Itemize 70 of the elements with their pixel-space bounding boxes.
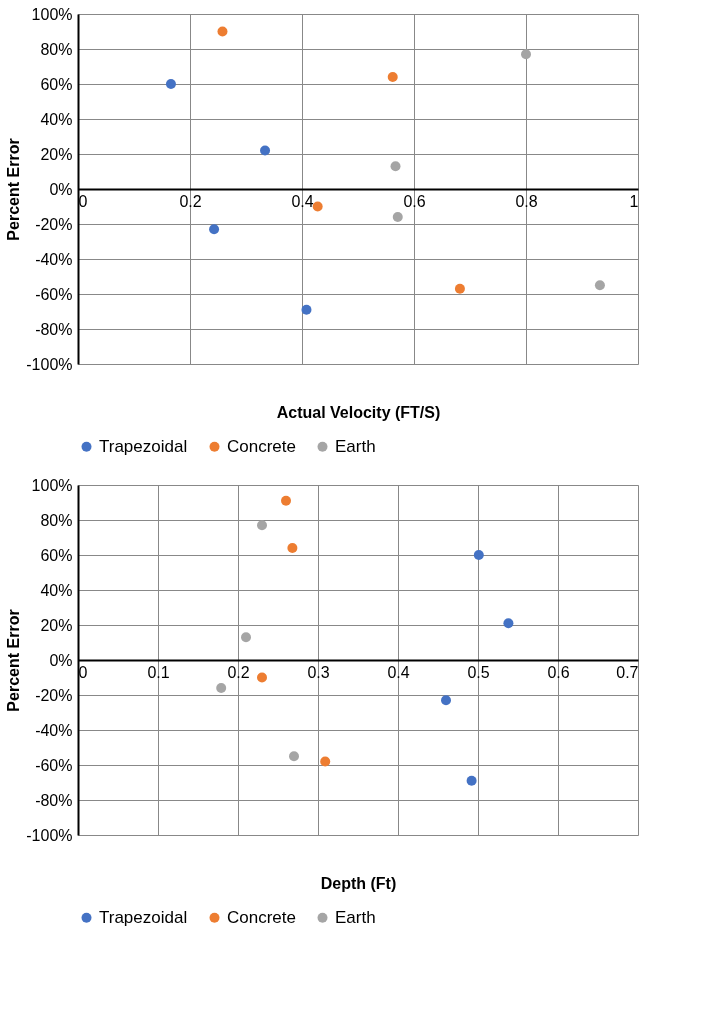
legend-label: Trapezoidal: [99, 436, 188, 456]
y-tick-label: -20%: [35, 215, 73, 233]
y-tick-label: 0%: [49, 651, 73, 669]
x-tick-label: 0.2: [179, 192, 202, 210]
point: [312, 201, 323, 212]
point: [390, 161, 401, 172]
x-tick-label: 1: [629, 192, 639, 210]
y-tick-label: 60%: [40, 546, 73, 564]
point: [521, 49, 531, 60]
x-tick-label: 0.6: [403, 192, 426, 210]
x-tick-label: 0.8: [515, 192, 538, 210]
point: [473, 550, 484, 560]
point: [594, 280, 605, 291]
point: [466, 775, 477, 786]
point: [281, 495, 291, 506]
point: [441, 695, 451, 706]
y-tick-label: 80%: [40, 40, 73, 58]
legend-label: Earth: [335, 907, 376, 927]
x-tick-label: 0: [78, 663, 88, 681]
point: [165, 79, 176, 89]
point: [209, 224, 220, 235]
point: [257, 672, 267, 683]
y-tick-label: -80%: [35, 320, 73, 338]
y-tick-label: -40%: [35, 721, 73, 739]
x-tick-label: 0: [78, 192, 88, 210]
point: [257, 520, 267, 531]
point: [289, 751, 299, 762]
y-tick-label: -60%: [35, 756, 73, 774]
y-tick-label: 40%: [40, 110, 73, 128]
y-tick-label: 0%: [49, 180, 73, 198]
y-tick-label: -100%: [26, 355, 73, 373]
y-tick-label: -20%: [35, 686, 73, 704]
point: [387, 72, 398, 82]
x-tick-label: 0.2: [227, 663, 250, 681]
point: [217, 26, 228, 37]
y-tick-label: -100%: [26, 826, 73, 844]
y-tick-label: 60%: [40, 75, 73, 93]
x-tick-label: 0.3: [307, 663, 330, 681]
legend-label: Trapezoidal: [99, 907, 188, 927]
x-tick-label: 0.1: [147, 663, 170, 681]
point: [454, 283, 465, 294]
point: [392, 212, 403, 222]
point: [301, 304, 312, 315]
x-tick-label: 0.5: [467, 663, 490, 681]
y-axis-title: Percent Error: [5, 609, 23, 712]
point: [287, 543, 298, 553]
y-tick-label: -80%: [35, 791, 73, 809]
y-axis-title: Percent Error: [5, 138, 23, 241]
point: [260, 145, 271, 156]
point: [503, 618, 514, 629]
point: [320, 756, 331, 767]
x-tick-label: 0.7: [616, 663, 639, 681]
x-tick-label: 0.4: [387, 663, 410, 681]
y-tick-label: 80%: [40, 511, 73, 529]
x-axis-title: Actual Velocity (FT/S): [276, 403, 441, 421]
y-tick-label: 100%: [31, 476, 73, 494]
y-tick-label: -60%: [35, 285, 73, 303]
legend-label: Concrete: [227, 907, 296, 927]
y-tick-label: 20%: [40, 145, 73, 163]
x-tick-label: 0.6: [547, 663, 570, 681]
point: [241, 632, 251, 643]
y-tick-label: 40%: [40, 581, 73, 599]
x-tick-label: 0.4: [291, 192, 314, 210]
legend-label: Earth: [335, 436, 376, 456]
legend-label: Concrete: [227, 436, 296, 456]
point: [216, 683, 227, 693]
y-tick-label: 20%: [40, 616, 73, 634]
x-axis-title: Depth (Ft): [320, 874, 397, 892]
y-tick-label: 100%: [31, 5, 73, 23]
y-tick-label: -40%: [35, 250, 73, 268]
